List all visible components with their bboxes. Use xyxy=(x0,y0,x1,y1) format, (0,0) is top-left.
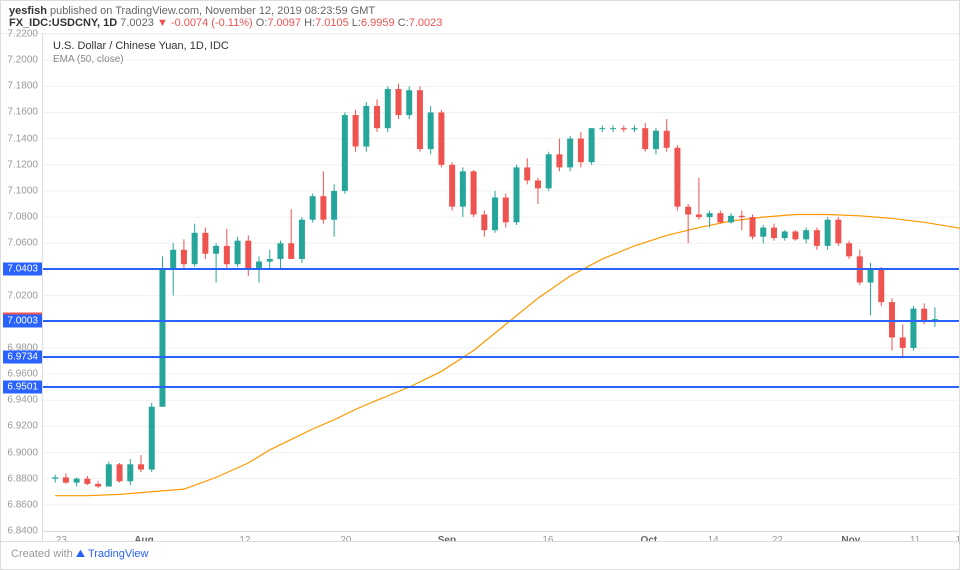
price-label: 6.9501 xyxy=(3,381,42,394)
tradingview-brand: TradingView xyxy=(88,548,149,560)
y-tick: 6.9600 xyxy=(7,369,38,380)
y-tick: 6.8600 xyxy=(7,499,38,510)
y-tick: 7.0600 xyxy=(7,238,38,249)
y-tick: 6.9400 xyxy=(7,395,38,406)
chart-svg xyxy=(43,34,960,531)
y-tick: 7.1600 xyxy=(7,107,38,118)
published-text: published on TradingView.com, xyxy=(50,5,202,17)
price-label: 7.0003 xyxy=(3,315,42,328)
chart-area[interactable]: 6.8400 6.8600 6.8800 6.9000 6.9200 6.9400 6.96… xyxy=(1,34,959,549)
price-label: 7.0403 xyxy=(3,263,42,276)
ohlc-h: 7.0105 xyxy=(315,17,349,29)
instrument-title: U.S. Dollar / Chinese Yuan, 1D, IDC xyxy=(53,40,229,52)
ticker-symbol: FX_IDC:USDCNY, 1D xyxy=(9,17,117,29)
horizontal-line xyxy=(43,268,959,270)
timestamp: November 12, 2019 08:23:59 GMT xyxy=(205,5,375,17)
chart-title-overlay: U.S. Dollar / Chinese Yuan, 1D, IDC EMA … xyxy=(53,40,229,65)
price-label: 6.9734 xyxy=(3,350,42,363)
ohlc-l: 6.9959 xyxy=(361,17,395,29)
y-tick: 6.9000 xyxy=(7,447,38,458)
last-price: 7.0023 xyxy=(120,17,154,29)
ohlc-c-label: C: xyxy=(398,17,409,29)
y-tick: 6.8800 xyxy=(7,473,38,484)
horizontal-line xyxy=(43,320,959,322)
y-axis[interactable]: 6.8400 6.8600 6.8800 6.9000 6.9200 6.9400 6.96… xyxy=(1,34,43,549)
y-tick: 7.0800 xyxy=(7,212,38,223)
chart-header: yesfish published on TradingView.com, No… xyxy=(1,1,959,34)
plot-area[interactable]: U.S. Dollar / Chinese Yuan, 1D, IDC EMA … xyxy=(43,34,959,549)
chart-container: yesfish published on TradingView.com, No… xyxy=(0,0,960,570)
arrow-down-icon: ▼ xyxy=(157,17,168,29)
author-name: yesfish xyxy=(9,5,47,17)
ohlc-o-label: O: xyxy=(256,17,268,29)
ema-label: EMA (50, close) xyxy=(53,54,229,65)
y-tick: 7.2000 xyxy=(7,55,38,66)
y-tick: 7.1000 xyxy=(7,185,38,196)
chart-footer: Created with ⛰ TradingView xyxy=(1,541,959,569)
ohlc-o: 7.0097 xyxy=(267,17,301,29)
y-tick: 7.1400 xyxy=(7,133,38,144)
y-tick: 7.2200 xyxy=(7,29,38,40)
y-tick: 7.1800 xyxy=(7,81,38,92)
tradingview-logo-icon: ⛰ xyxy=(76,548,88,560)
footer-text: Created with xyxy=(11,548,73,560)
horizontal-line xyxy=(43,356,959,358)
price-change-pct: (-0.11%) xyxy=(211,17,252,29)
y-tick: 6.9200 xyxy=(7,421,38,432)
ohlc-l-label: L: xyxy=(352,17,361,29)
horizontal-line xyxy=(43,386,959,388)
y-tick: 7.1200 xyxy=(7,159,38,170)
y-tick: 6.8400 xyxy=(7,526,38,537)
price-change: -0.0074 xyxy=(171,17,208,29)
ohlc-h-label: H: xyxy=(304,17,315,29)
ohlc-c: 7.0023 xyxy=(409,17,443,29)
y-tick: 7.0200 xyxy=(7,290,38,301)
